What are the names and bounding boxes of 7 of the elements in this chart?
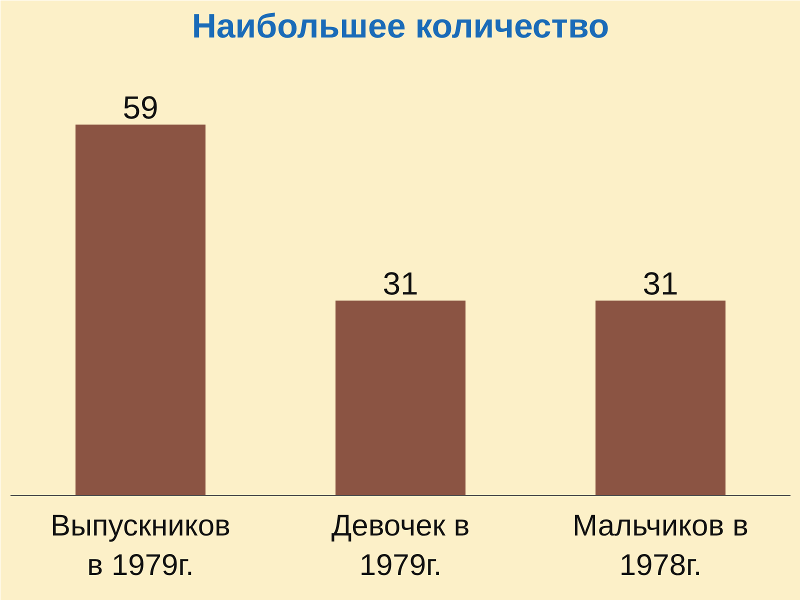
x-tick-label: Девочек в 1979г. [331,510,470,582]
chart-title: Наибольшее количество [192,8,610,46]
data-label: 31 [642,266,678,302]
data-label: 31 [382,266,418,302]
data-label: 59 [122,90,158,126]
x-tick-label: Выпускников в 1979г. [50,510,231,582]
x-tick-label: Мальчиков в 1978г. [572,510,748,582]
